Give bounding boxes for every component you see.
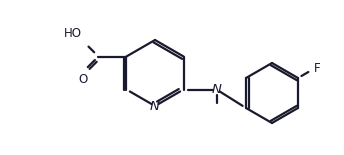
Text: N: N: [150, 100, 160, 113]
Text: F: F: [314, 62, 321, 75]
Text: N: N: [212, 83, 222, 96]
Text: HO: HO: [64, 27, 82, 40]
Text: O: O: [79, 73, 88, 86]
